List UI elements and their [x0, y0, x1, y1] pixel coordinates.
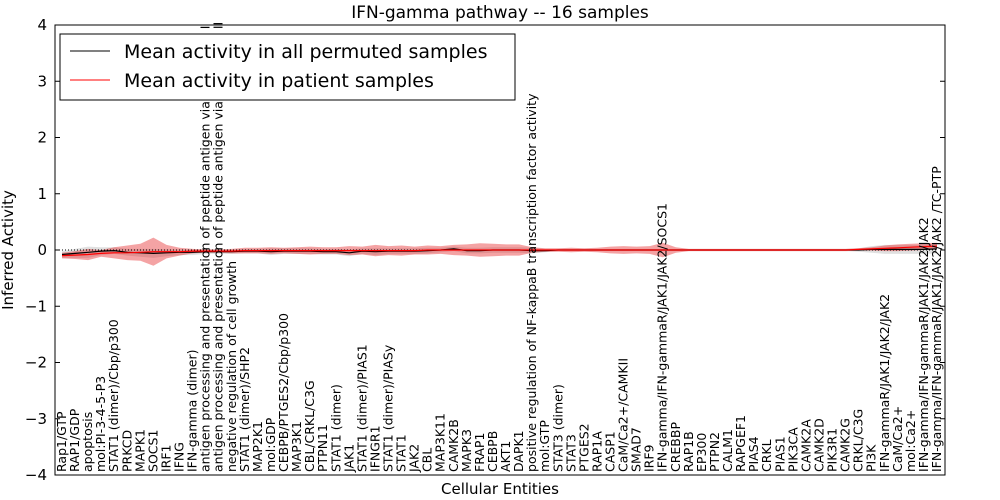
category-label: STAT1 (dimer)/PIASy	[381, 344, 396, 472]
category-label: RAPGEF1	[733, 415, 748, 472]
legend-label-patient: Mean activity in patient samples	[124, 70, 434, 92]
series-lines	[61, 245, 938, 257]
chart-title: IFN-gamma pathway -- 16 samples	[351, 3, 649, 23]
y-tick-label: 4	[37, 16, 47, 34]
category-label: STAT1 (dimer)/Cbp/p300	[106, 319, 121, 472]
category-label: negative regulation of cell growth	[224, 261, 239, 472]
category-label: CASP1	[603, 431, 618, 472]
category-label: IFNGR1	[367, 425, 382, 472]
category-label: CaM/Ca2+/CAMKII	[616, 358, 631, 472]
category-label: STAT1	[394, 434, 409, 472]
category-label: Rap1/GTP	[54, 411, 69, 472]
category-label: CaM/Ca2+	[890, 406, 905, 472]
y-axis-ticks: −4 −3 −2 −1 0 1 2 3 4	[25, 16, 945, 484]
category-label: MAP3K11	[433, 413, 448, 472]
category-label: JAK2	[407, 444, 422, 473]
category-label: SOCS1	[145, 430, 160, 472]
category-label: positive regulation of NF-kappaB transcr…	[524, 93, 539, 472]
category-label: STAT3	[563, 434, 578, 472]
x-axis-label: Cellular Entities	[441, 480, 559, 498]
category-label: PI3K	[864, 444, 879, 472]
category-label: PIK3R1	[825, 428, 840, 472]
category-label: PTPN11	[315, 424, 330, 472]
category-labels: Rap1/GTPRAP1/GDPapoptosismol:PI-3-4-5-P3…	[54, 22, 944, 473]
category-label: EP300	[694, 433, 709, 472]
category-label: mol:GTP	[537, 420, 552, 472]
y-tick-label: −3	[25, 410, 47, 428]
category-label: mol:GDP	[263, 417, 278, 472]
category-label: STAT1 (dimer)/SHP2	[237, 347, 252, 472]
category-label: mol:PI-3-4-5-P3	[93, 376, 108, 472]
legend: Mean activity in all permuted samples Me…	[59, 33, 516, 101]
category-label: IFN-gamma/IFN-gammaR/JAK1/JAK2/JAK2	[916, 217, 931, 472]
category-label: CAMK2B	[446, 419, 461, 472]
category-label: STAT1 (dimer)	[328, 384, 343, 472]
category-label: CAMK2G	[838, 418, 853, 472]
category-label: STAT3 (dimer)	[550, 384, 565, 472]
category-label: IFNG	[172, 442, 187, 472]
category-label: PIAS4	[746, 436, 761, 472]
category-label: STAT1 (dimer)/PIAS1	[354, 344, 369, 472]
category-label: SMAD7	[629, 427, 644, 472]
category-label: CAMK2A	[798, 419, 813, 472]
category-label: antigen processing and presentation of p…	[198, 26, 213, 473]
category-label: CALM1	[720, 429, 735, 472]
category-label: mol:Ca2+	[903, 410, 918, 472]
category-label: RAP1A	[589, 431, 604, 472]
y-tick-label: 2	[37, 129, 47, 147]
category-label: CEBPB/PTGES2/Cbp/p300	[276, 313, 291, 472]
category-label: apoptosis	[80, 412, 95, 472]
category-label: IRF9	[642, 444, 657, 472]
category-label: MAPK1	[132, 429, 147, 472]
category-label: PRKCD	[119, 430, 134, 472]
category-label: IFN-gamma (dimer)	[185, 350, 200, 473]
line-patient-mean	[61, 245, 938, 257]
category-label: IFN-gammaR/JAK1/JAK2/JAK2	[877, 294, 892, 472]
category-label: PTGES2	[576, 423, 591, 472]
category-label: PIAS1	[772, 436, 787, 472]
category-label: CBL/CRKL/C3G	[302, 380, 317, 472]
category-label: JAK1	[341, 444, 356, 473]
category-label: CBL	[420, 448, 435, 472]
category-label: CRKL	[759, 439, 774, 472]
category-label: DAPK1	[511, 430, 526, 472]
category-label: CAMK2D	[812, 418, 827, 472]
category-label: AKT1	[498, 441, 513, 472]
y-tick-label: −1	[25, 297, 47, 315]
category-label: IFN-gamma/IFN-gammaR/JAK1/JAK2/JAK2 /TC-…	[929, 166, 944, 472]
legend-label-permuted: Mean activity in all permuted samples	[124, 41, 487, 63]
band-permuted	[62, 244, 937, 258]
category-label: PTPN2	[707, 432, 722, 472]
category-label: PIK3CA	[785, 427, 800, 472]
confidence-bands	[62, 237, 937, 266]
y-tick-label: 0	[37, 241, 47, 259]
category-label: MAP2K1	[250, 421, 265, 472]
y-tick-label: −4	[25, 466, 47, 484]
category-label: MAP3K1	[289, 421, 304, 472]
category-label: RAP1B	[681, 431, 696, 472]
plot-frame	[54, 24, 946, 476]
category-label: RAP1/GDP	[67, 408, 82, 472]
y-tick-label: 1	[37, 185, 47, 203]
y-tick-label: −2	[25, 354, 47, 372]
y-tick-label: 3	[37, 72, 47, 90]
y-axis-label: Inferred Activity	[0, 190, 17, 310]
category-label: MAPK3	[459, 429, 474, 472]
category-label: IFN-gamma/IFN-gammaR/JAK1/JAK2/SOCS1	[655, 203, 670, 472]
category-label: FRAP1	[472, 433, 487, 472]
category-label: CREBBP	[668, 422, 683, 472]
category-label: CEBPB	[485, 431, 500, 472]
legend-box	[59, 33, 516, 101]
category-label: antigen processing and presentation of p…	[211, 22, 226, 472]
band-patient	[62, 237, 937, 266]
category-label: IRF1	[159, 445, 174, 473]
category-label: CRKL/C3G	[851, 409, 866, 472]
